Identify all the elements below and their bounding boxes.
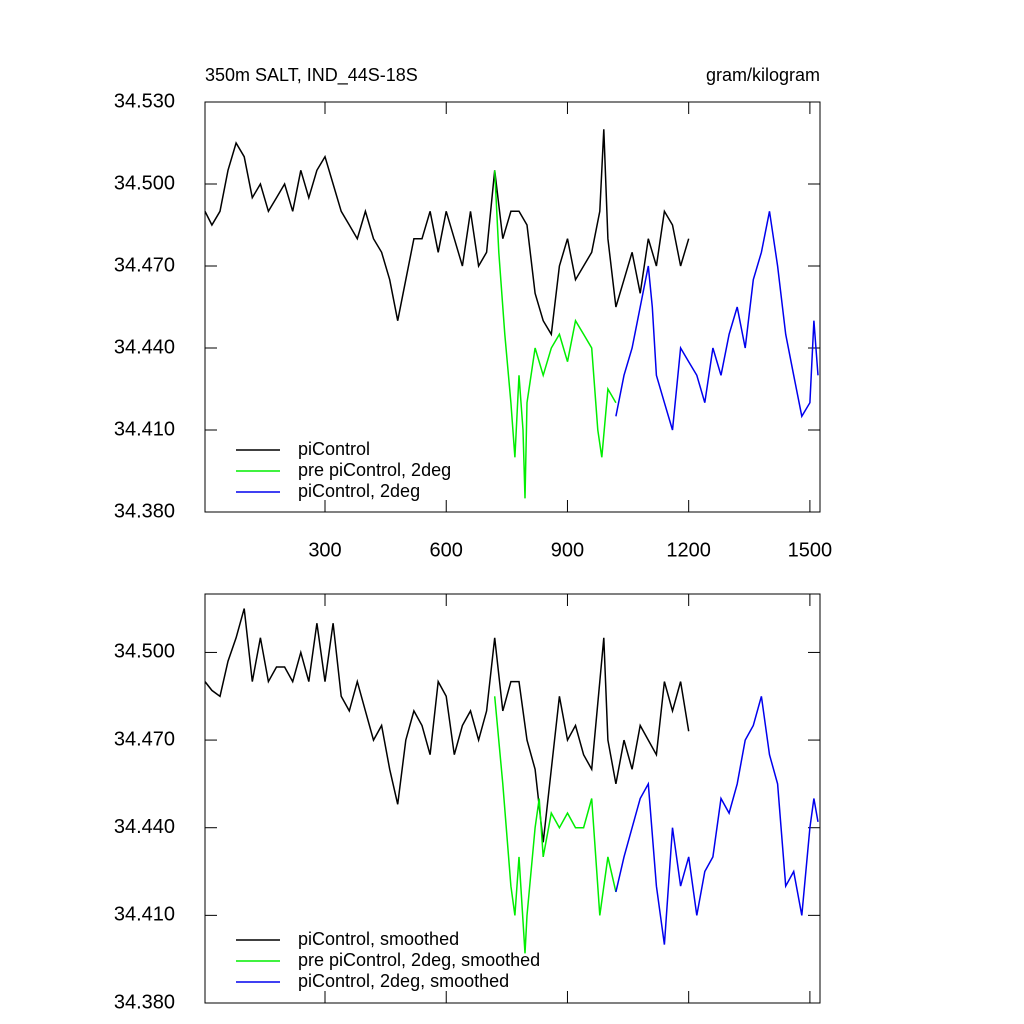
y-tick-label: 34.410 (114, 418, 175, 440)
y-tick-label: 34.530 (114, 90, 175, 112)
x-tick-label: 300 (308, 539, 341, 561)
y-tick-label: 34.470 (114, 728, 175, 750)
series-line (615, 696, 819, 945)
series-line (204, 129, 690, 337)
y-tick-label: 34.500 (114, 172, 175, 194)
series-line (615, 211, 819, 431)
y-tick-label: 34.380 (114, 991, 175, 1013)
chart-title: 350m SALT, IND_44S-18S (205, 65, 418, 86)
y-tick-label: 34.440 (114, 336, 175, 358)
legend-label: piControl, smoothed (298, 929, 459, 949)
y-tick-label: 34.410 (114, 904, 175, 926)
series-line (204, 608, 690, 843)
y-tick-label: 34.440 (114, 816, 175, 838)
x-tick-label: 1200 (666, 539, 711, 561)
y-tick-label: 34.380 (114, 500, 175, 522)
x-tick-label: 600 (430, 539, 463, 561)
y-tick-label: 34.500 (114, 641, 175, 663)
plot-frame (204, 593, 821, 1004)
x-tick-label: 900 (551, 539, 584, 561)
legend-label: piControl, 2deg (298, 481, 420, 501)
series-line (493, 696, 617, 954)
legend-label: piControl, 2deg, smoothed (298, 971, 509, 991)
legend-label: pre piControl, 2deg, smoothed (298, 950, 540, 970)
y-tick-label: 34.470 (114, 254, 175, 276)
series-line (493, 170, 617, 499)
legend-label: pre piControl, 2deg (298, 460, 451, 480)
legend-label: piControl (298, 439, 370, 459)
plot-frame (204, 101, 821, 513)
x-tick-label: 1500 (788, 539, 833, 561)
chart-units: gram/kilogram (706, 65, 820, 85)
